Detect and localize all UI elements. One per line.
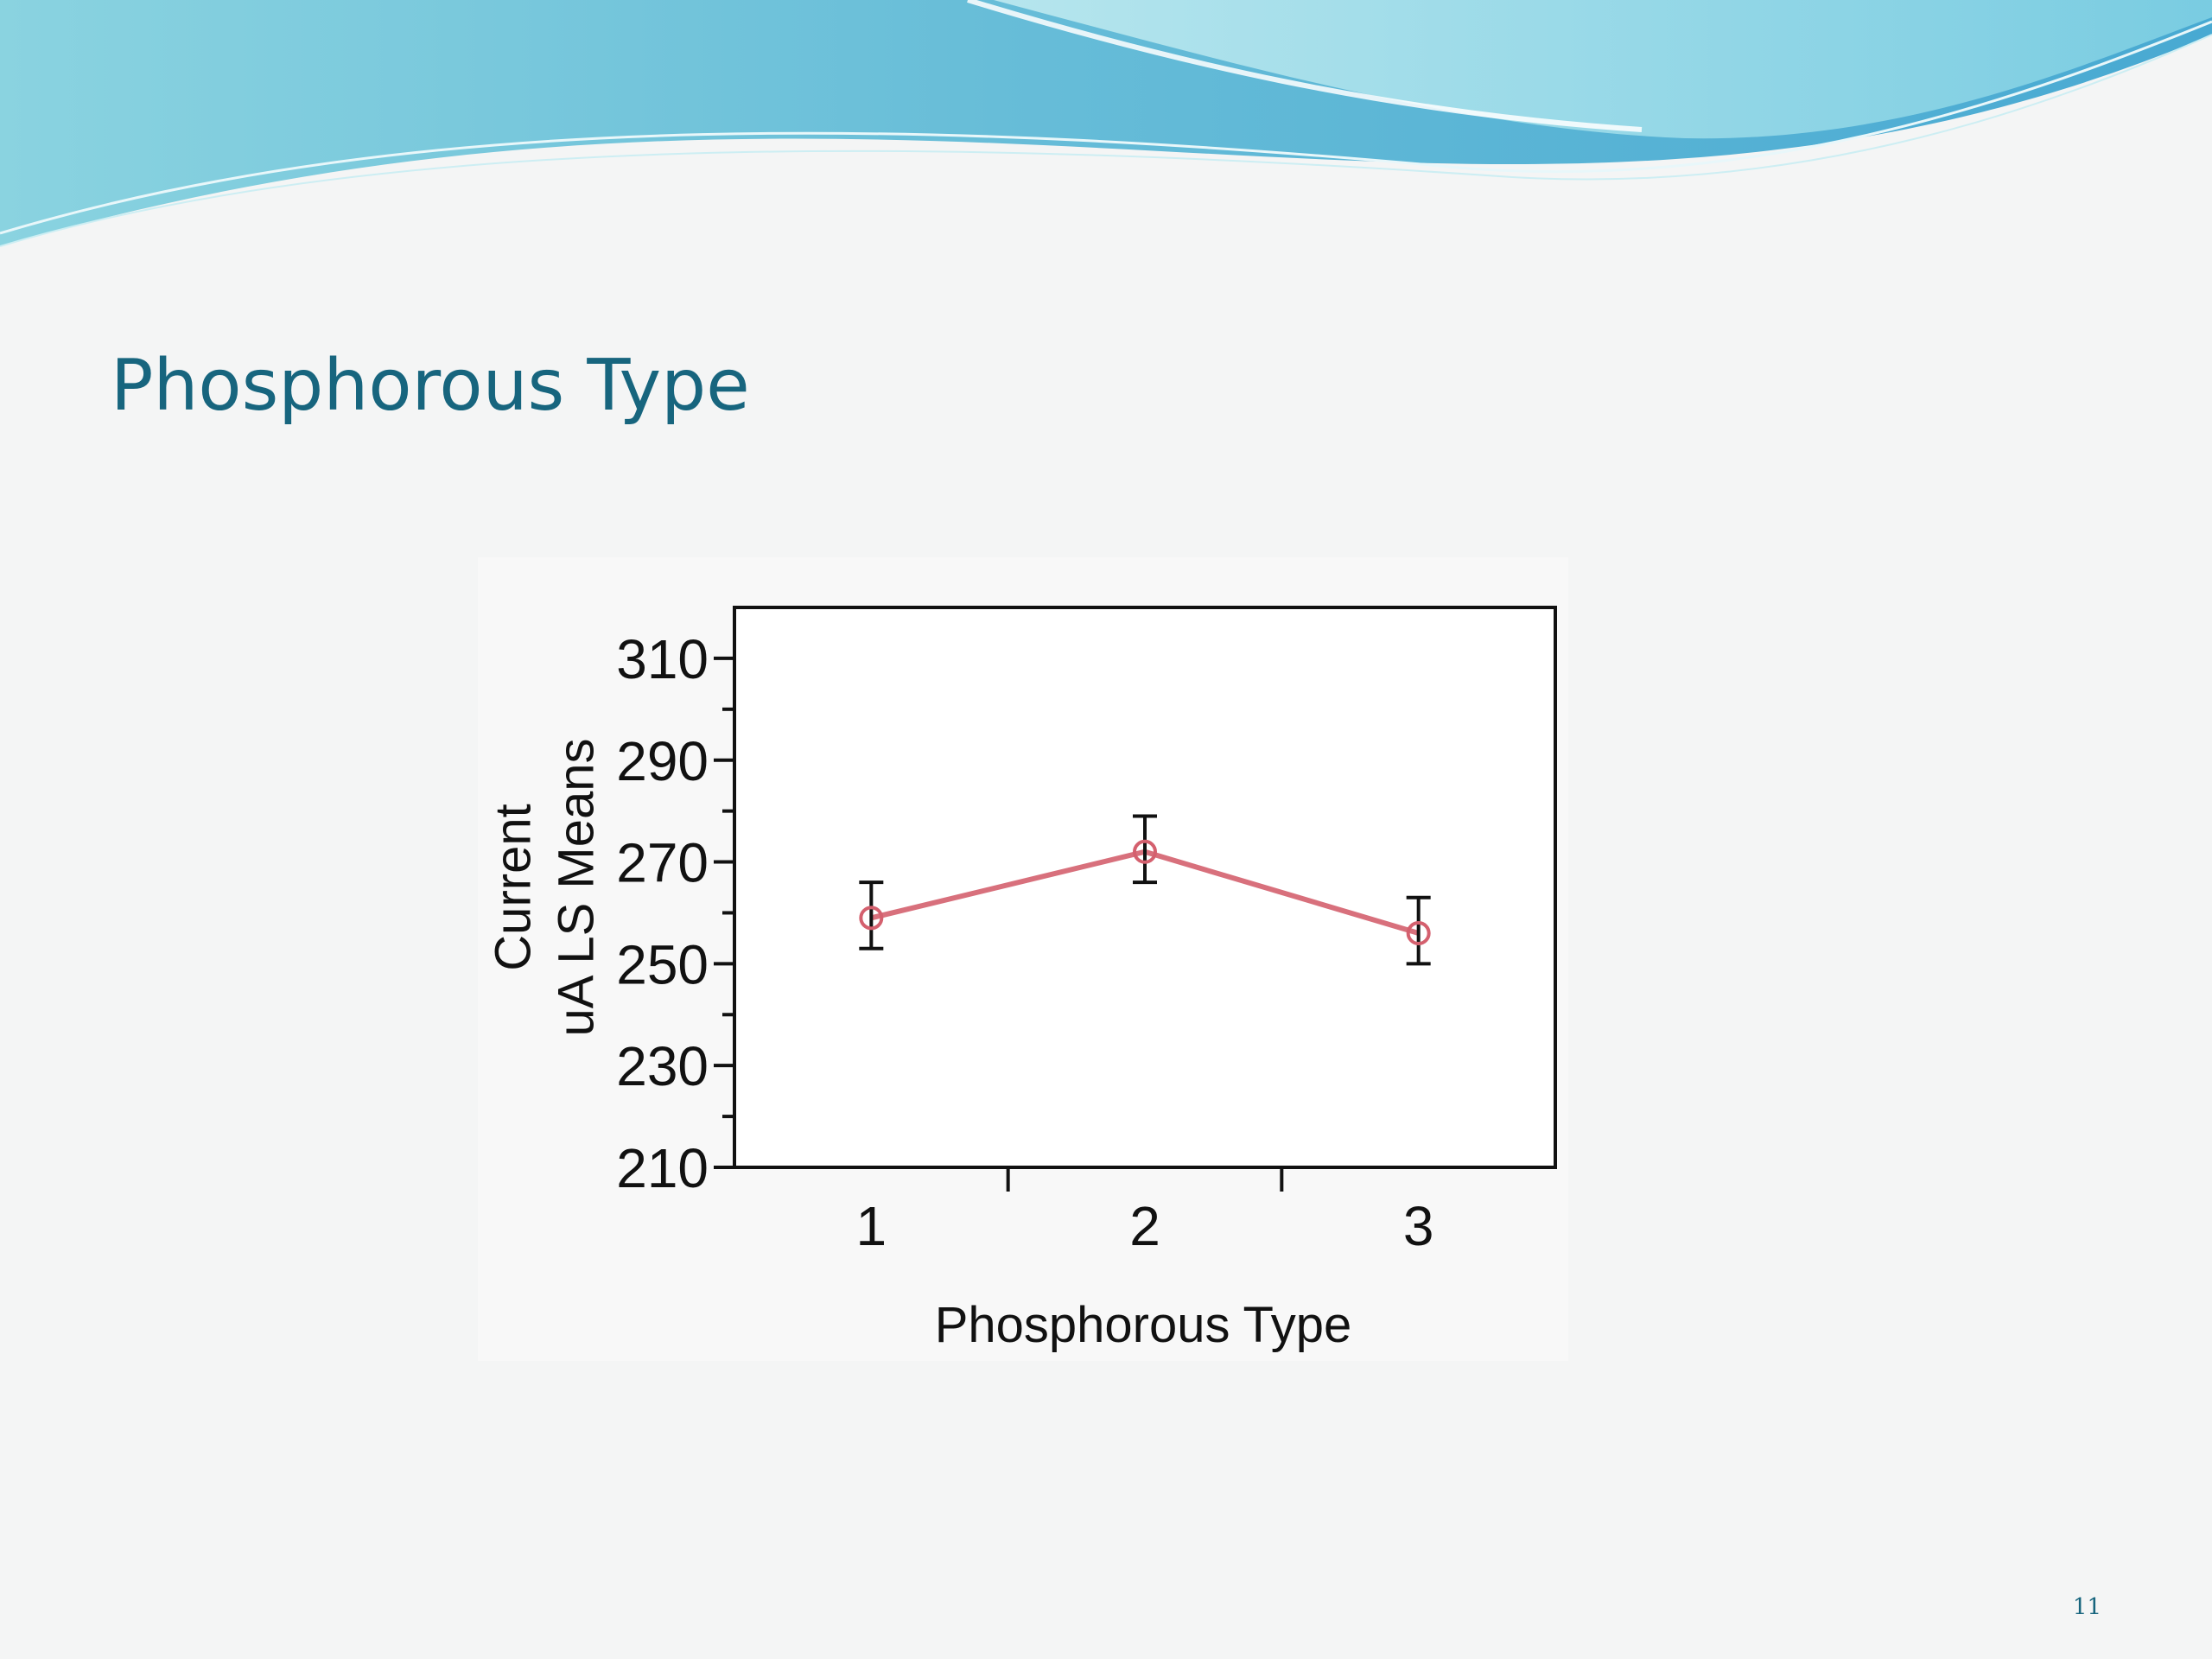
y-tick-label: 270 [616, 832, 709, 894]
data-point [1406, 921, 1431, 946]
y-axis-title-line-2: uA LS Means [548, 739, 604, 1037]
series-layer [859, 814, 1431, 966]
x-tick-label: 1 [856, 1195, 887, 1257]
chart-panel: 210 230 250 270 290 310 1 2 3 Current uA LS Mea… [478, 557, 1568, 1361]
data-point [1133, 839, 1157, 864]
error-bar [859, 880, 884, 950]
y-tick-label: 230 [616, 1035, 709, 1097]
page-number: 11 [2072, 1594, 2101, 1620]
y-axis-title-line-1: Current [485, 804, 541, 970]
error-bar [1133, 814, 1157, 885]
x-axis-title: Phosphorous Type [935, 1297, 1352, 1353]
y-axis: 210 230 250 270 290 310 [616, 628, 734, 1199]
y-tick-label: 210 [616, 1137, 709, 1199]
x-axis: 1 2 3 [856, 1167, 1434, 1257]
data-point [859, 906, 884, 931]
plot-frame [733, 606, 1557, 1169]
y-tick-label: 250 [616, 933, 709, 995]
y-tick-label: 310 [616, 628, 709, 690]
x-tick-label: 2 [1129, 1195, 1160, 1257]
x-tick-label: 3 [1403, 1195, 1434, 1257]
chart: 210 230 250 270 290 310 1 2 3 Current uA LS Mea… [485, 606, 1557, 1353]
slide-title: Phosphorous Type [111, 345, 750, 427]
y-tick-label: 290 [616, 730, 709, 792]
header-wave-decoration [0, 0, 2212, 247]
error-bar [1406, 895, 1431, 966]
